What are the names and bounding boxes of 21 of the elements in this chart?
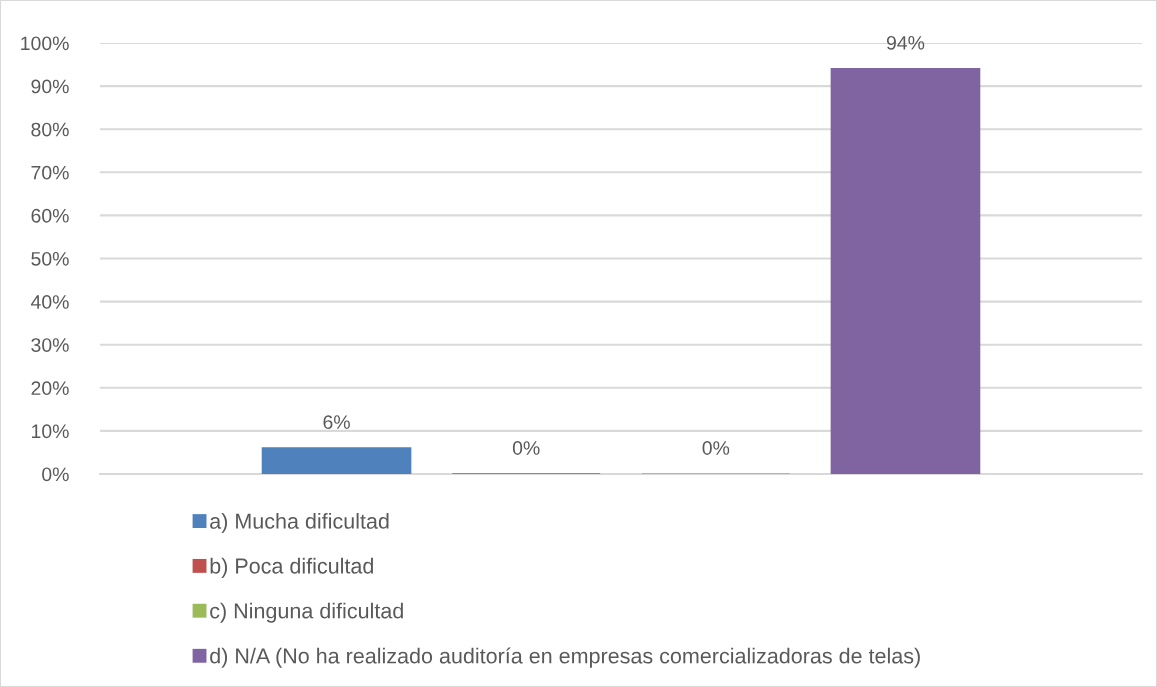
- y-tick-label: 0%: [42, 467, 69, 482]
- legend-label: a) Mucha dificultad: [210, 513, 389, 534]
- legend-label: b) Poca dificultad: [210, 557, 373, 578]
- legend-label: c) Ninguna dificultad: [210, 602, 403, 623]
- y-tick-label: 50%: [31, 251, 69, 266]
- y-tick-label: 40%: [30, 295, 69, 309]
- data-label: 0%: [702, 441, 730, 455]
- legend-label: d) N/A (No ha realizado auditoría en empresas comercializadoras de telas): [210, 647, 920, 668]
- y-tick-label: 10%: [32, 424, 69, 439]
- y-tick-label: 60%: [31, 208, 69, 223]
- y-tick-label: 90%: [31, 79, 69, 94]
- y-tick-label: 70%: [31, 165, 69, 180]
- y-tick-label: 100%: [21, 36, 69, 51]
- y-tick-label: 20%: [31, 381, 69, 396]
- y-tick-label: 30%: [31, 338, 69, 352]
- bar: [261, 447, 412, 474]
- data-label: 0%: [512, 441, 540, 455]
- y-tick-label: 80%: [31, 122, 69, 137]
- data-label: 6%: [323, 415, 350, 430]
- bar: [830, 68, 981, 474]
- data-label: 94%: [886, 35, 925, 50]
